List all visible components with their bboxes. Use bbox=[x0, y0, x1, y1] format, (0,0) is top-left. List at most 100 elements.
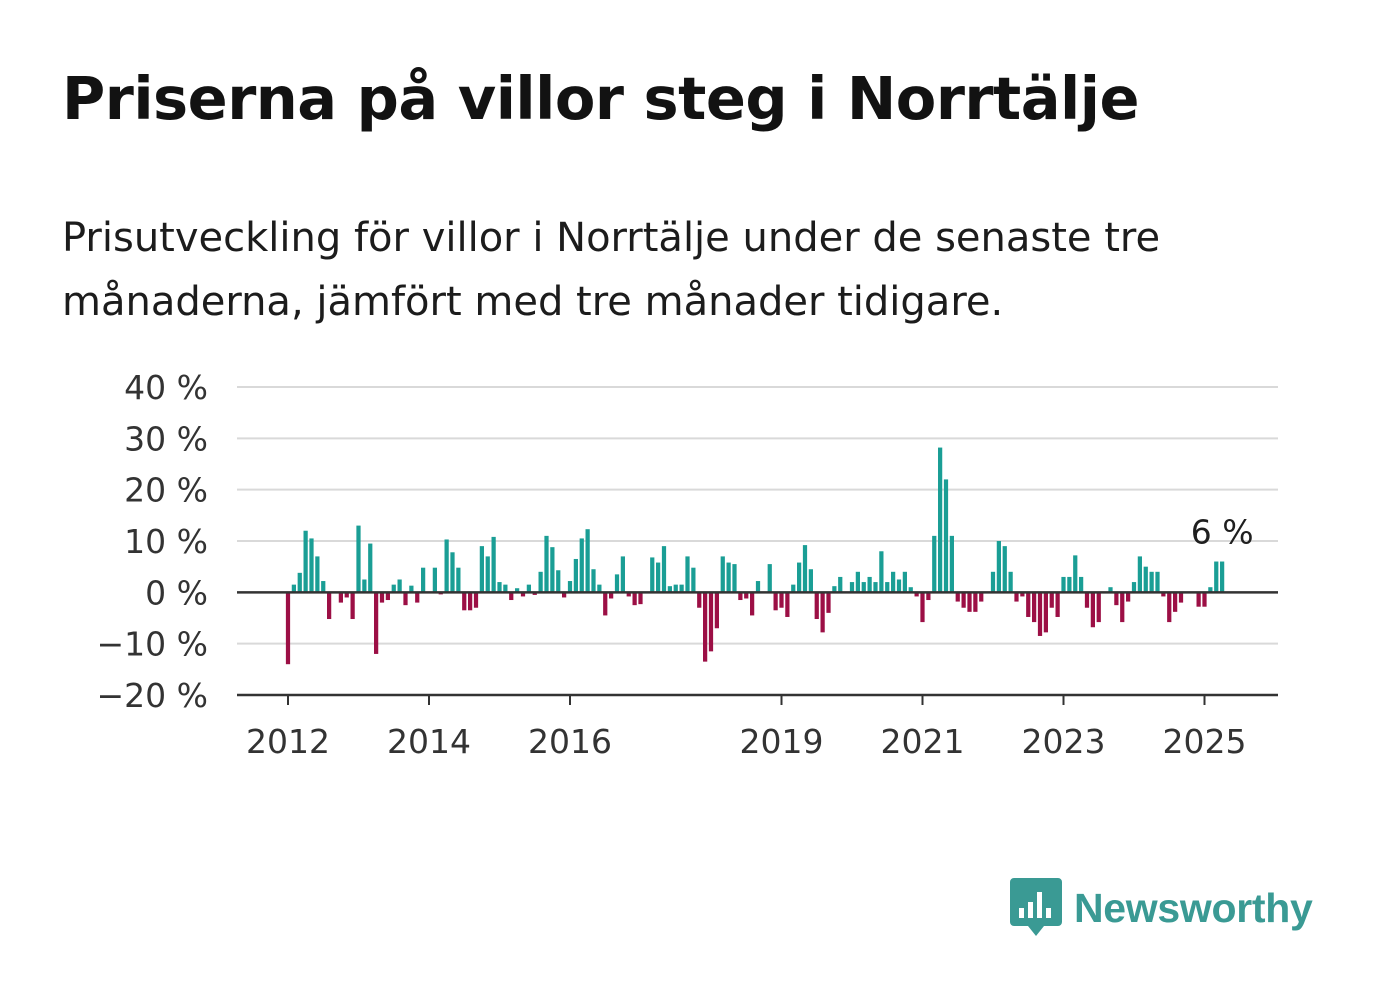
bar bbox=[585, 529, 590, 593]
chart-subtitle: Prisutveckling för villor i Norrtälje un… bbox=[62, 215, 1161, 325]
bar bbox=[1126, 592, 1131, 602]
bar bbox=[656, 562, 661, 593]
bar bbox=[732, 564, 737, 593]
bar bbox=[1202, 592, 1207, 607]
bar bbox=[661, 546, 667, 593]
bar bbox=[497, 582, 502, 593]
bar bbox=[767, 564, 772, 593]
bar bbox=[1149, 571, 1154, 593]
bar bbox=[379, 592, 385, 603]
bar bbox=[861, 582, 866, 593]
bar bbox=[1114, 592, 1119, 606]
bar bbox=[338, 592, 343, 603]
x-tick-label: 2021 bbox=[881, 722, 965, 761]
bar bbox=[826, 592, 831, 613]
y-tick-label: −20 % bbox=[97, 676, 209, 715]
bar bbox=[1061, 576, 1066, 593]
bar bbox=[556, 570, 561, 593]
bar bbox=[409, 585, 414, 593]
bar bbox=[938, 447, 943, 593]
bar bbox=[520, 592, 526, 597]
bar bbox=[1178, 592, 1184, 603]
bar bbox=[1084, 592, 1090, 608]
bar bbox=[515, 588, 520, 593]
bar bbox=[368, 543, 373, 593]
bar bbox=[1043, 592, 1048, 633]
bar bbox=[867, 576, 872, 593]
bar bbox=[885, 582, 890, 593]
bar bbox=[321, 581, 326, 593]
bar bbox=[902, 571, 907, 593]
bar bbox=[750, 592, 755, 616]
brand-name: Newsworthy bbox=[1074, 884, 1313, 931]
x-tick-label: 2016 bbox=[528, 722, 612, 761]
bar bbox=[808, 569, 813, 593]
bar bbox=[1090, 592, 1095, 628]
x-tick-label: 2023 bbox=[1022, 722, 1106, 761]
bar bbox=[614, 574, 620, 593]
bar bbox=[949, 535, 954, 593]
bar bbox=[961, 592, 966, 608]
bar bbox=[1155, 571, 1160, 593]
bar bbox=[879, 551, 884, 593]
annotations: 6 % bbox=[1191, 513, 1254, 552]
bar bbox=[720, 556, 725, 593]
bar bbox=[908, 587, 913, 593]
bar bbox=[1214, 561, 1219, 593]
bar bbox=[385, 592, 390, 601]
bar bbox=[802, 545, 808, 593]
bar bbox=[838, 576, 843, 593]
bar bbox=[297, 572, 302, 593]
bar bbox=[973, 592, 978, 612]
bar bbox=[926, 592, 931, 601]
bar bbox=[914, 592, 919, 597]
bar bbox=[1208, 587, 1213, 593]
bar bbox=[1067, 576, 1072, 593]
bar bbox=[691, 567, 696, 593]
chart-title: Priserna på villor steg i Norrtälje bbox=[62, 64, 1140, 133]
bar bbox=[1037, 592, 1043, 636]
bar bbox=[538, 571, 543, 593]
bar bbox=[421, 567, 426, 593]
tick-labels: 40 % 30 % 20 % 10 % 0 % −10 % −20 % 2012 2014 201… bbox=[97, 368, 1247, 761]
bar bbox=[1020, 592, 1025, 597]
bar bbox=[943, 479, 949, 593]
bar bbox=[955, 592, 960, 602]
bar bbox=[873, 582, 878, 593]
bar bbox=[473, 592, 479, 608]
bar bbox=[1096, 592, 1101, 623]
bar bbox=[1167, 592, 1172, 623]
bar bbox=[550, 547, 555, 593]
y-tick-label: 0 % bbox=[145, 573, 208, 612]
bar bbox=[1026, 592, 1031, 617]
bar bbox=[526, 584, 531, 593]
bar bbox=[1002, 546, 1007, 593]
newsworthy-logo: Newsworthy bbox=[1010, 878, 1313, 938]
bar bbox=[779, 592, 784, 608]
x-tick-label: 2025 bbox=[1163, 722, 1247, 761]
bar bbox=[820, 592, 825, 633]
bar bbox=[350, 592, 355, 620]
bar bbox=[303, 530, 308, 593]
bar bbox=[291, 584, 296, 593]
bar bbox=[1220, 561, 1225, 593]
bar bbox=[485, 556, 490, 593]
bar bbox=[309, 538, 314, 593]
y-tick-label: 30 % bbox=[124, 419, 208, 458]
bar bbox=[456, 567, 461, 593]
bar bbox=[708, 592, 714, 652]
bar bbox=[397, 579, 402, 593]
bar bbox=[996, 541, 1001, 593]
bar bbox=[285, 592, 291, 665]
bar bbox=[1120, 592, 1125, 623]
bar bbox=[632, 592, 637, 606]
bar bbox=[626, 592, 631, 597]
bar bbox=[726, 562, 731, 593]
bar bbox=[990, 571, 996, 593]
bar bbox=[849, 582, 855, 593]
y-tick-label: 20 % bbox=[124, 471, 208, 510]
bar bbox=[450, 552, 455, 593]
bar bbox=[685, 556, 690, 593]
bar bbox=[1108, 587, 1113, 593]
bar bbox=[1173, 592, 1178, 612]
